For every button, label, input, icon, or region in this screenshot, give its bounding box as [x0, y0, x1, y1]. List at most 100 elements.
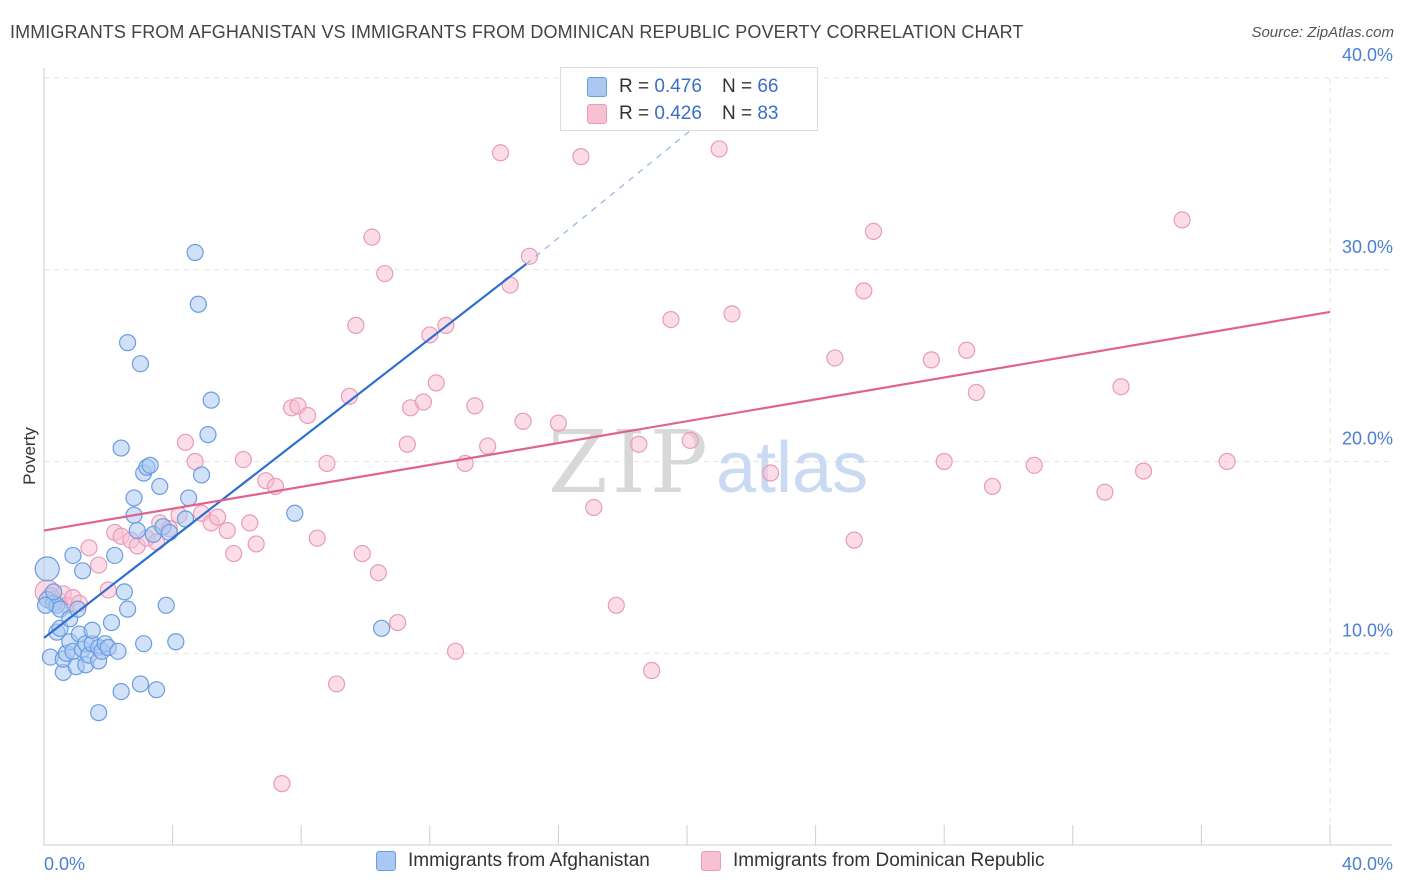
y-axis-label: Poverty [20, 427, 39, 485]
legend-r-label: R = [619, 103, 650, 124]
dominican-point [209, 508, 227, 526]
dominican-point [340, 387, 359, 405]
afghanistan-point [192, 466, 211, 484]
legend-r-value: 0.476 [654, 76, 702, 97]
afghanistan-point [141, 456, 159, 474]
bottom-legend-afghanistan: Immigrants from Afghanistan [376, 850, 650, 872]
dominican-point [398, 435, 416, 453]
dominican-point [218, 521, 236, 540]
afghanistan-point [64, 546, 82, 565]
dominican-point [241, 514, 259, 532]
dominican-point [318, 454, 336, 473]
afghanistan-point [135, 635, 153, 653]
dominican-point [935, 452, 953, 471]
dominican-point [479, 437, 497, 455]
afghanistan-point [112, 682, 130, 701]
afghanistan-point [202, 391, 220, 409]
dominican-point [607, 596, 625, 614]
dominican-point [1096, 483, 1114, 501]
dominican-point [176, 433, 195, 451]
dominican-point [967, 383, 985, 402]
afghanistan-point [118, 600, 137, 618]
afghanistan-point [34, 556, 60, 582]
dominican-point [864, 222, 883, 240]
legend-n-label: N = [721, 103, 753, 124]
bottom-legend-label: Immigrants from Afghanistan [408, 850, 650, 871]
dominican-point [1173, 211, 1191, 229]
dominican-point [466, 397, 484, 415]
legend-row-dominican: R = 0.426 N = 83 [587, 101, 778, 127]
afghanistan-point [73, 562, 92, 580]
dominican-point [662, 311, 680, 329]
afghanistan-point [106, 546, 124, 565]
afghanistan-point [112, 439, 130, 457]
dominican-point [273, 775, 291, 793]
afghanistan-point [372, 619, 391, 637]
dominican-point [710, 140, 728, 158]
afghanistan-point [189, 295, 207, 313]
grid-layer [44, 77, 1392, 845]
dominican-point [983, 477, 1002, 496]
dominican-point [353, 544, 371, 563]
afghanistan-point [131, 675, 150, 693]
dominican-point [363, 228, 381, 246]
dominican-point [845, 531, 863, 549]
dominican-point [681, 431, 699, 450]
legend-n-value: 66 [757, 76, 779, 97]
watermark-atlas: atlas [716, 428, 868, 508]
dominican-point [1218, 452, 1236, 471]
afghanistan-point [151, 477, 169, 496]
bottom-legend-swatch-blue [376, 851, 396, 871]
afghanistan-point [180, 489, 198, 507]
dominican-point [491, 144, 510, 162]
dominican-point [643, 661, 661, 680]
trend-layer [43, 119, 1331, 639]
dominican-point [514, 412, 532, 430]
x-tick-label-max: 40.0% [1342, 854, 1393, 874]
afghanistan-point [167, 633, 185, 651]
dominican-point [234, 450, 252, 469]
afghanistan-point [157, 596, 175, 614]
afghanistan-point [128, 521, 146, 540]
chart-title: IMMIGRANTS FROM AFGHANISTAN VS IMMIGRANT… [10, 22, 1024, 42]
axes-layer: 10.0% 20.0% 30.0% 40.0% 0.0% 40.0% [43, 45, 1393, 874]
bottom-legend-swatch-pink [701, 851, 721, 871]
afghanistan-point [102, 613, 121, 632]
dominican-point [1112, 378, 1130, 396]
dominican-point [1134, 462, 1153, 480]
afghanistan-point [69, 600, 87, 618]
legend-n-label: N = [721, 76, 753, 97]
y-tick-label: 10.0% [1342, 620, 1393, 640]
afghanistan-point [37, 596, 55, 614]
afghanistan-point [147, 681, 166, 699]
dominican-point [80, 539, 98, 557]
dominican-point [446, 642, 465, 660]
dominican-point [225, 544, 243, 563]
afghanistan-trend-extension [525, 119, 704, 265]
afghanistan-point [90, 704, 108, 722]
watermark: ZIP atlas [548, 413, 868, 513]
afghanistan-point [115, 583, 133, 601]
dominican-point [347, 316, 365, 334]
legend-swatch-blue [587, 77, 607, 97]
legend-swatch-pink [587, 104, 607, 124]
dominican-point [723, 305, 741, 323]
dominican-point [247, 535, 265, 553]
afghanistan-point [199, 426, 217, 444]
dominican-point [308, 529, 326, 547]
dominican-point [1025, 456, 1043, 474]
afghanistan-point [45, 583, 63, 601]
dominican-point [585, 498, 603, 517]
dominican-point [922, 351, 940, 369]
dominican-point [520, 247, 539, 265]
dominican-point [299, 406, 317, 425]
afghanistan-point [118, 334, 137, 352]
dominican-point [549, 414, 568, 432]
afghanistan-point [186, 243, 204, 262]
afghanistan-trend-line [43, 263, 527, 639]
y-tick-label: 20.0% [1342, 429, 1393, 449]
dominican-point [427, 374, 445, 392]
source-label: Source: ZipAtlas.com [1251, 24, 1394, 41]
legend: R = 0.476 N = 66 R = 0.426 N = 83 [560, 67, 818, 131]
